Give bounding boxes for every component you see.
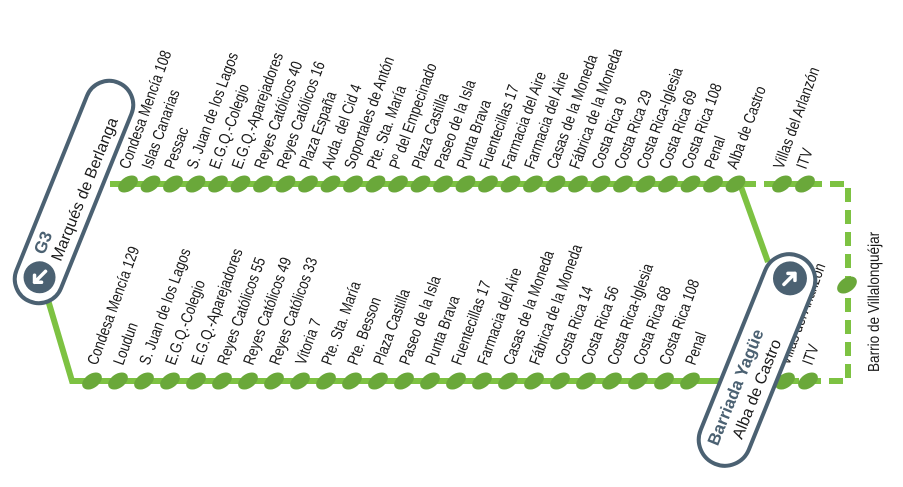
stop-marker[interactable]: [417, 369, 443, 393]
stop-marker[interactable]: [79, 369, 105, 393]
arrow-down-left-icon: [32, 269, 48, 285]
stop-label[interactable]: ITV: [800, 342, 823, 367]
stop-marker[interactable]: [209, 369, 235, 393]
stop-label[interactable]: Alba de Castro: [724, 84, 770, 172]
stop-marker[interactable]: [475, 172, 501, 196]
stop-marker[interactable]: [339, 369, 365, 393]
stop-marker[interactable]: [227, 172, 253, 196]
stop-marker[interactable]: [443, 369, 469, 393]
stop-marker[interactable]: [610, 172, 636, 196]
arrow-up-right-icon: [782, 271, 797, 287]
stop-marker[interactable]: [452, 172, 478, 196]
terminal-end-pill: [696, 252, 818, 468]
stop-marker[interactable]: [182, 172, 208, 196]
stop-marker[interactable]: [497, 172, 523, 196]
stop-marker[interactable]: [115, 172, 141, 196]
stop-marker[interactable]: [131, 369, 157, 393]
stop-marker[interactable]: [407, 172, 433, 196]
branch-label: Barrio de Villalonquéjar: [866, 232, 883, 372]
stop-marker[interactable]: [795, 369, 821, 393]
stop-marker[interactable]: [183, 369, 209, 393]
stop-marker[interactable]: [205, 172, 231, 196]
stop-marker[interactable]: [137, 172, 163, 196]
stop-marker[interactable]: [272, 172, 298, 196]
stop-marker[interactable]: [287, 369, 313, 393]
stop-marker[interactable]: [261, 369, 287, 393]
stop-marker[interactable]: [834, 273, 860, 297]
stop-marker[interactable]: [625, 369, 651, 393]
stop-marker[interactable]: [365, 369, 391, 393]
stop-marker[interactable]: [160, 172, 186, 196]
stop-marker[interactable]: [385, 172, 411, 196]
stop-marker[interactable]: [677, 369, 703, 393]
stop-marker[interactable]: [587, 172, 613, 196]
stop-label[interactable]: ITV: [794, 146, 817, 171]
stop-marker[interactable]: [700, 172, 726, 196]
stop-marker[interactable]: [340, 172, 366, 196]
terminal-start-pill: [12, 78, 136, 306]
stop-marker[interactable]: [655, 172, 681, 196]
stop-marker[interactable]: [157, 369, 183, 393]
stop-marker[interactable]: [521, 369, 547, 393]
stop-marker[interactable]: [495, 369, 521, 393]
stop-marker[interactable]: [317, 172, 343, 196]
stop-label[interactable]: Penal: [683, 330, 711, 368]
stop-marker[interactable]: [105, 369, 131, 393]
stop-marker[interactable]: [573, 369, 599, 393]
stop-marker[interactable]: [547, 369, 573, 393]
stop-marker[interactable]: [542, 172, 568, 196]
stop-markers: [79, 172, 860, 393]
connector-line: [737, 182, 771, 264]
stop-marker[interactable]: [362, 172, 388, 196]
stop-marker[interactable]: [677, 172, 703, 196]
stop-marker[interactable]: [430, 172, 456, 196]
stop-marker[interactable]: [295, 172, 321, 196]
stop-marker[interactable]: [632, 172, 658, 196]
stop-marker[interactable]: [250, 172, 276, 196]
stop-marker[interactable]: [722, 172, 748, 196]
stop-marker[interactable]: [313, 369, 339, 393]
stop-marker[interactable]: [520, 172, 546, 196]
stop-marker[interactable]: [769, 172, 795, 196]
stop-marker[interactable]: [599, 369, 625, 393]
stop-marker[interactable]: [565, 172, 591, 196]
stop-marker[interactable]: [235, 369, 261, 393]
stop-marker[interactable]: [651, 369, 677, 393]
stop-marker[interactable]: [792, 172, 818, 196]
stop-marker[interactable]: [469, 369, 495, 393]
stop-marker[interactable]: [391, 369, 417, 393]
